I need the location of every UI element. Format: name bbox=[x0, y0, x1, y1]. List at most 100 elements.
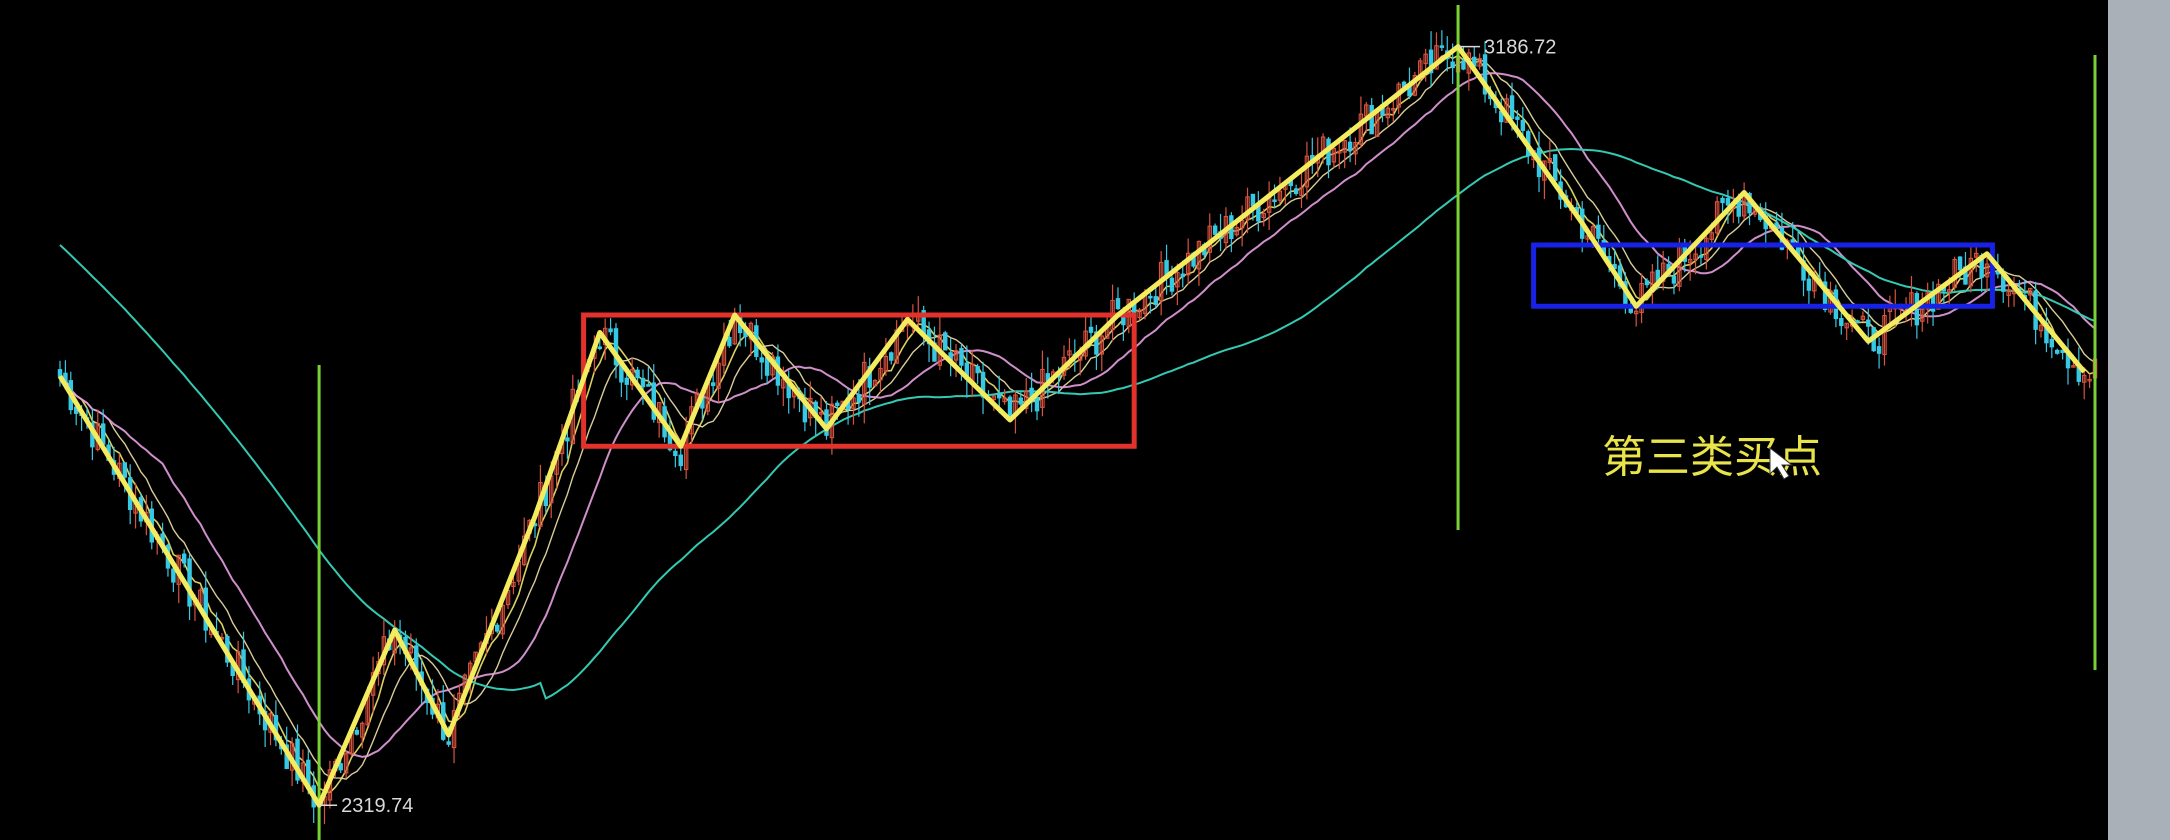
candle-body bbox=[1169, 277, 1175, 292]
ma-short2-line bbox=[59, 57, 2096, 780]
candle-body bbox=[1822, 281, 1828, 311]
candle-body bbox=[1234, 227, 1239, 236]
candle-body bbox=[1423, 53, 1428, 65]
candle-body bbox=[1331, 147, 1337, 163]
candle-body bbox=[1477, 58, 1482, 67]
ma-short-line bbox=[59, 54, 2096, 794]
candle-body bbox=[1342, 139, 1347, 153]
candle-body bbox=[295, 738, 300, 781]
candle-body bbox=[889, 352, 894, 361]
candle-body bbox=[953, 350, 959, 361]
candle-body bbox=[1947, 289, 1952, 293]
candle-body bbox=[1866, 319, 1871, 327]
candle-body bbox=[856, 393, 862, 403]
candle-body bbox=[1137, 309, 1142, 318]
candle-body bbox=[1984, 263, 1990, 278]
candle-body bbox=[1520, 119, 1526, 131]
candle-body bbox=[1482, 54, 1488, 95]
candle-body bbox=[1693, 253, 1698, 260]
candle-body bbox=[1299, 187, 1304, 197]
candle-body bbox=[565, 437, 570, 442]
candle-body bbox=[1882, 315, 1887, 356]
candle-body bbox=[343, 753, 349, 774]
candle-body bbox=[1552, 154, 1558, 181]
candle-body bbox=[613, 328, 619, 366]
candle-body bbox=[2081, 374, 2087, 383]
candle-body bbox=[511, 581, 516, 588]
candle-body bbox=[759, 357, 764, 363]
candle-body bbox=[1250, 193, 1256, 207]
candle-body bbox=[1936, 283, 1941, 310]
candle-body bbox=[651, 382, 656, 420]
candle-body bbox=[1018, 397, 1024, 405]
candle-body bbox=[354, 729, 360, 735]
candle-body bbox=[1434, 45, 1439, 70]
candle-body bbox=[1704, 237, 1709, 260]
ma-long-line bbox=[59, 147, 2096, 700]
candle-body bbox=[1088, 326, 1094, 333]
candle-body bbox=[2028, 287, 2033, 296]
candle-body bbox=[1412, 74, 1418, 96]
candle-body bbox=[1272, 199, 1277, 203]
candle-body bbox=[1876, 346, 1882, 354]
candle-body bbox=[727, 336, 732, 347]
candle-body bbox=[408, 647, 414, 654]
candle-body bbox=[1860, 315, 1866, 320]
candle-body bbox=[835, 402, 840, 406]
candle-body bbox=[975, 366, 980, 374]
candle-body bbox=[500, 604, 505, 635]
candle-body bbox=[640, 377, 646, 388]
candle-body bbox=[1920, 308, 1925, 322]
candle-body bbox=[1369, 104, 1374, 135]
candle-body bbox=[1277, 190, 1283, 201]
candle-body bbox=[851, 397, 856, 409]
candle-body bbox=[1353, 142, 1358, 155]
candle-body bbox=[1067, 350, 1072, 356]
candle-body bbox=[1439, 45, 1445, 48]
candle-body bbox=[1347, 141, 1353, 152]
candle-body bbox=[1391, 107, 1396, 111]
candle-body bbox=[716, 362, 721, 389]
candle-body bbox=[818, 411, 824, 415]
candle-body bbox=[883, 355, 889, 372]
candle-body bbox=[187, 558, 192, 607]
candle-body bbox=[1839, 317, 1844, 327]
candle-body bbox=[1304, 155, 1310, 188]
candle-body bbox=[1148, 295, 1153, 299]
candle-body bbox=[1509, 95, 1515, 120]
candle-body bbox=[1720, 197, 1725, 204]
candle-body bbox=[646, 384, 651, 387]
candle-body bbox=[1007, 396, 1013, 419]
candle-body bbox=[824, 409, 829, 436]
candle-body bbox=[1974, 252, 1979, 258]
candle-body bbox=[678, 454, 683, 467]
candle-body bbox=[597, 346, 603, 350]
candle-body bbox=[959, 347, 964, 366]
candle-body bbox=[181, 553, 187, 564]
candle-body bbox=[122, 462, 127, 478]
high-price-label: 3186.72 bbox=[1484, 37, 1556, 59]
pivot-box-2 bbox=[1531, 242, 1995, 309]
candle-body bbox=[1212, 225, 1218, 235]
candle-body bbox=[1245, 196, 1250, 220]
right-panel-strip bbox=[2108, 0, 2170, 840]
candle-body bbox=[1099, 335, 1105, 355]
candle-body bbox=[1671, 275, 1677, 284]
candle-body bbox=[1806, 278, 1812, 291]
candle-body bbox=[1547, 157, 1553, 164]
candle-body bbox=[1957, 256, 1963, 271]
candle-body bbox=[1687, 258, 1693, 264]
candle-body bbox=[1358, 113, 1364, 145]
candle-body bbox=[1450, 61, 1455, 69]
candle-body bbox=[495, 624, 500, 632]
candle-body bbox=[1239, 219, 1245, 229]
candle-body bbox=[1293, 188, 1299, 194]
candle-body bbox=[1094, 331, 1099, 355]
candle-body bbox=[608, 328, 613, 333]
candle-body bbox=[360, 722, 365, 738]
candle-body bbox=[1461, 60, 1466, 70]
candle-body bbox=[1115, 298, 1121, 310]
candle-body bbox=[1698, 255, 1704, 258]
